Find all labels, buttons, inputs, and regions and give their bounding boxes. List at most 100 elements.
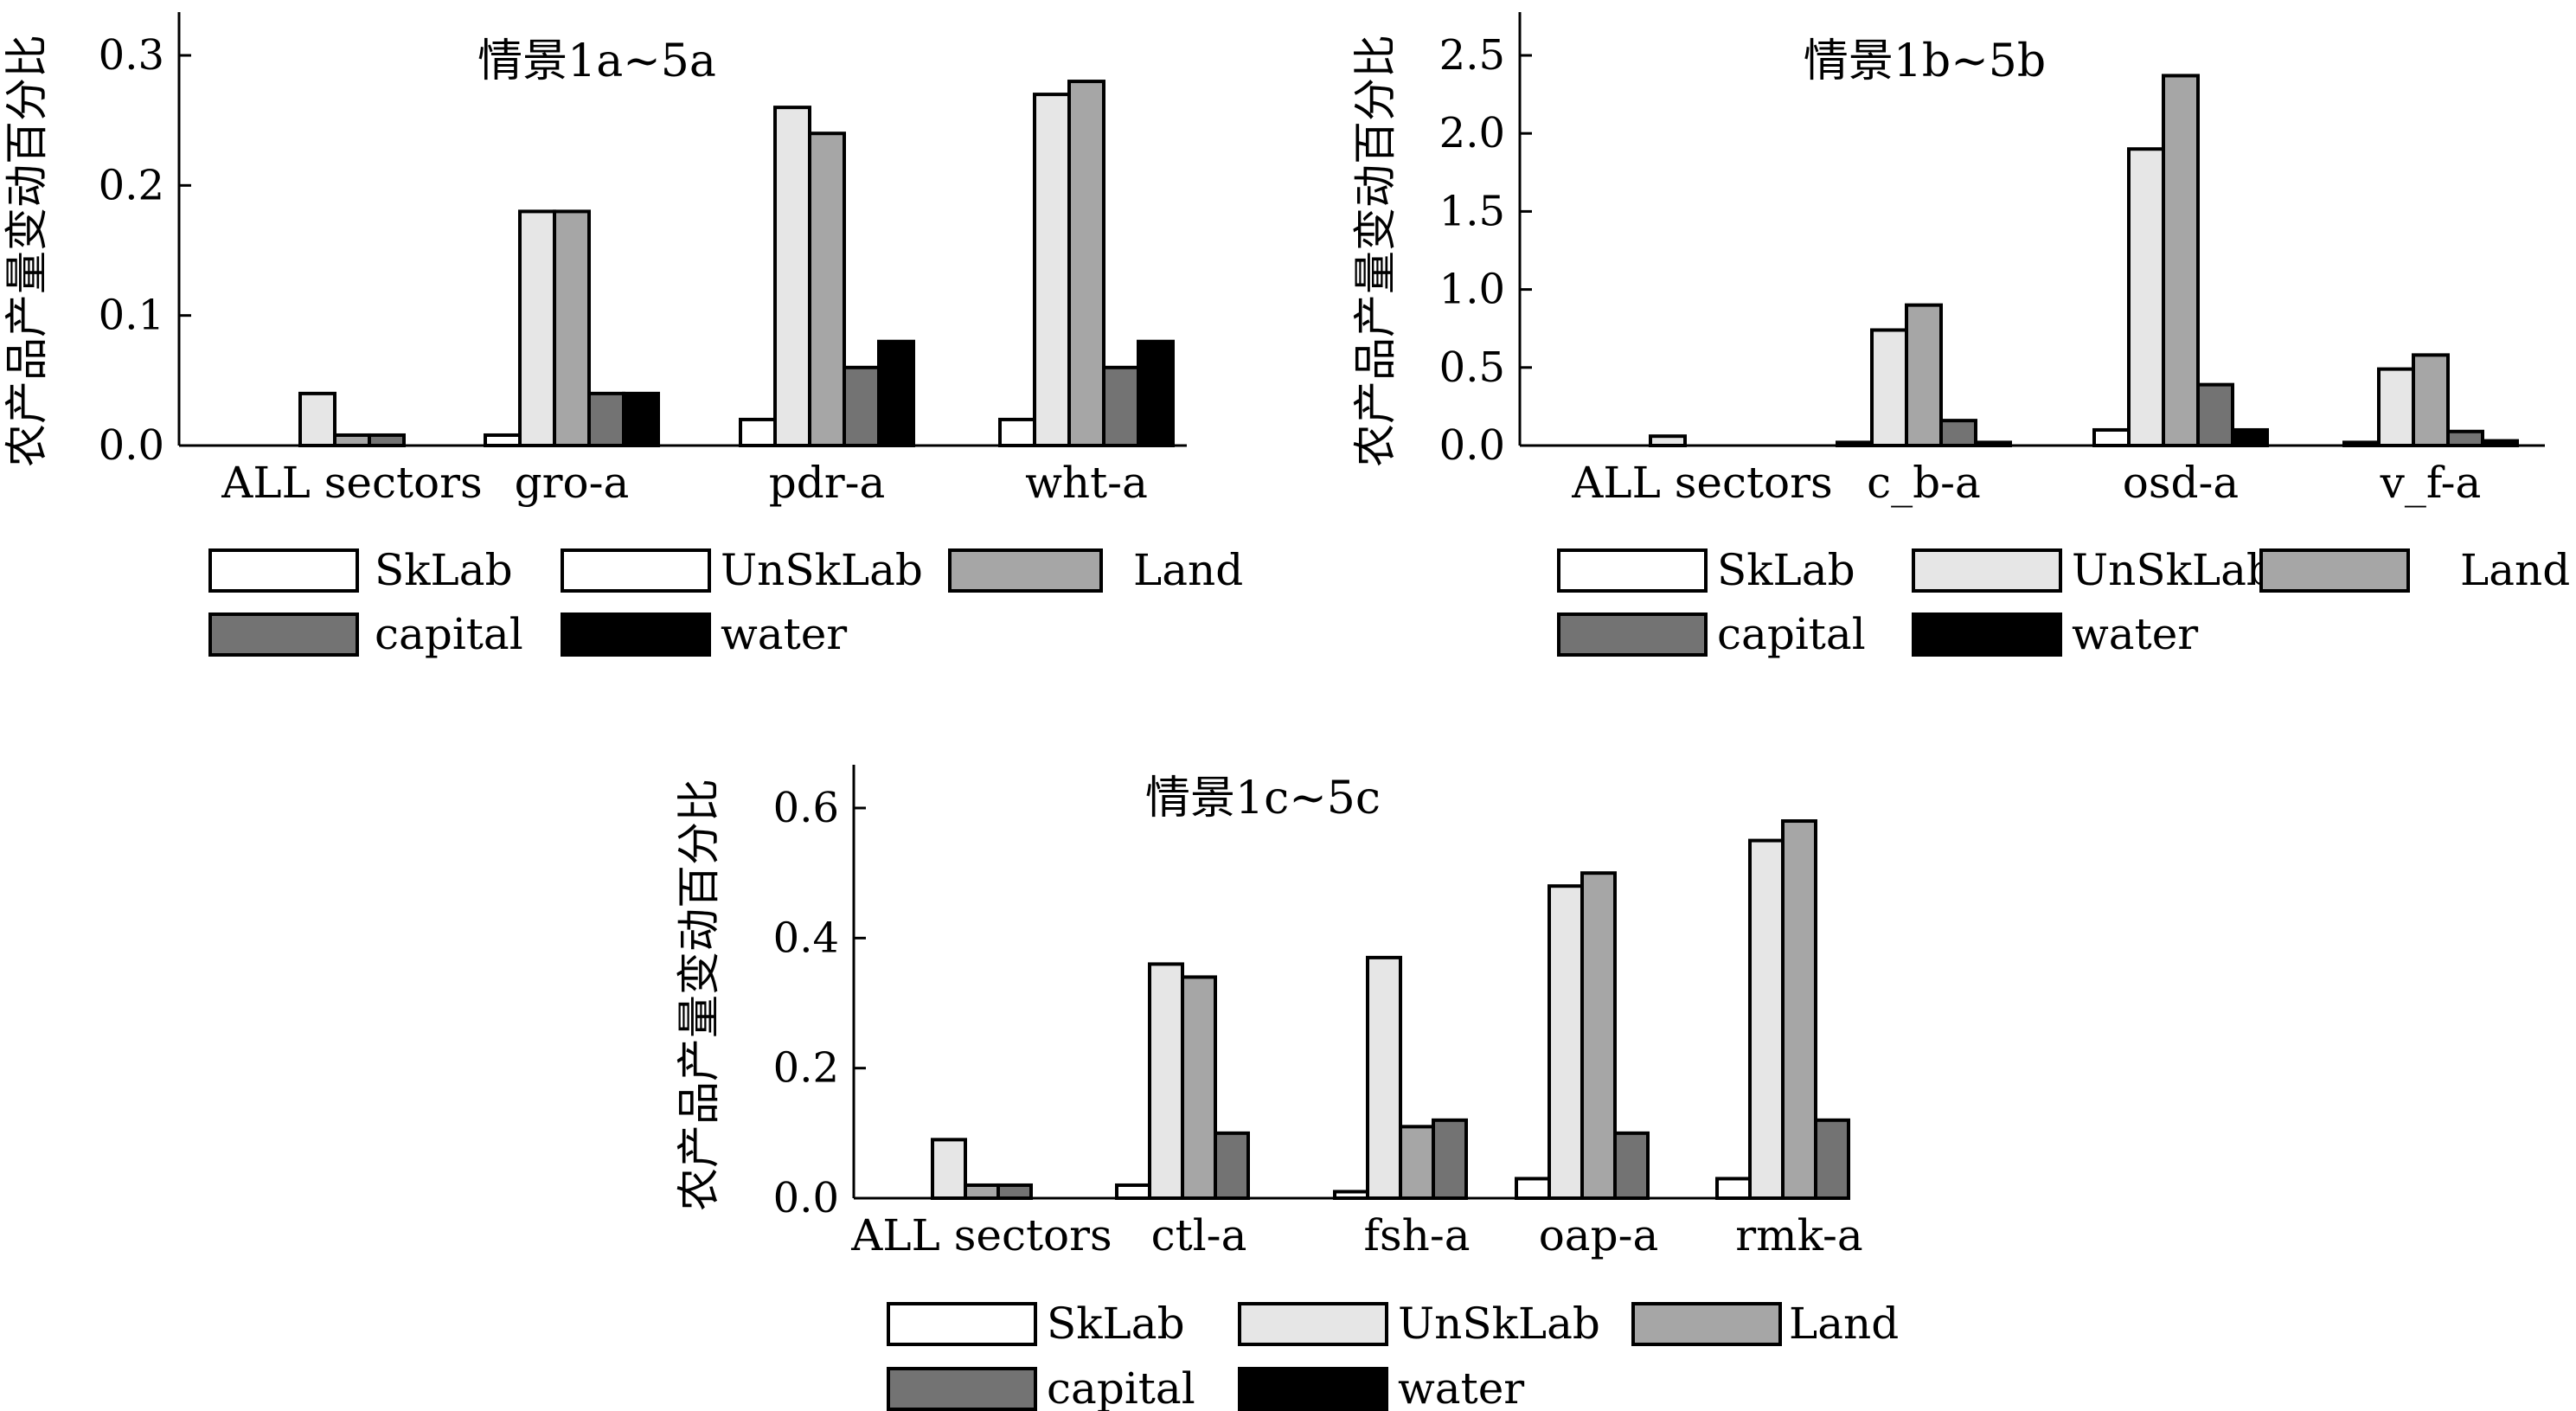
bar-sklab-pdr-a (739, 417, 777, 447)
y-tick-label: 0.4 (773, 914, 839, 962)
bar-water-c_b-a (1974, 440, 2012, 447)
category-label: ALL sectors (221, 458, 482, 508)
legend-swatch-land (1631, 1302, 1782, 1346)
legend: SkLab UnSkLab Land capital water (887, 1299, 1899, 1411)
y-tick-label: 0.0 (1439, 421, 1505, 470)
y-tick-label: 0.6 (773, 784, 839, 832)
bar-unsklab-gro-a (518, 209, 556, 447)
y-tick-label: 0.0 (99, 421, 164, 470)
bar-unsklab-fsh-a (1366, 955, 1402, 1200)
bar-water-gro-a (622, 391, 660, 448)
legend-swatch-capital (208, 613, 359, 657)
chart-panel-1: 0.0 0.1 0.2 0.3 ALL sectors gro-a pdr-a wht-a 情景… (2, 12, 1243, 659)
bar-land-fsh-a (1399, 1125, 1435, 1200)
legend-label-land: Land (1789, 1299, 1899, 1349)
y-tick-label: 0.2 (773, 1044, 839, 1093)
category-label: fsh-a (1363, 1210, 1470, 1260)
bar-unsklab-all-sectors (931, 1138, 967, 1200)
bar-sklab-ctl-a (1115, 1183, 1151, 1201)
chart-panel-3: 0.0 0.2 0.4 0.6 ALL sectors ctl-a fsh-a oap-a rm… (674, 765, 1899, 1411)
y-tick-label: 2.0 (1439, 109, 1505, 157)
category-label: wht-a (1025, 458, 1148, 508)
bar-land-all-sectors (333, 433, 371, 447)
chart-panel-2: 0.0 0.5 1.0 1.5 2.0 2.5 ALL sectors c_b-a osd-a v… (1350, 12, 2570, 659)
category-label: rmk-a (1735, 1210, 1862, 1260)
legend-label-water: water (1398, 1363, 1524, 1411)
y-tick-label: 0.5 (1439, 343, 1505, 392)
bar-capital-c_b-a (1939, 419, 1977, 447)
bar-capital-oap-a (1613, 1131, 1650, 1201)
legend-label-sklab: SkLab (1717, 545, 1855, 595)
bar-unsklab-ctl-a (1148, 962, 1184, 1201)
bar-sklab-gro-a (484, 433, 522, 447)
legend-swatch-land (948, 548, 1103, 593)
legend-label-unsklab: UnSkLab (2072, 545, 2274, 595)
category-label: ALL sectors (850, 1210, 1112, 1260)
legend-label-sklab: SkLab (375, 545, 513, 595)
bar-sklab-wht-a (998, 417, 1036, 447)
bar-land-wht-a (1067, 80, 1105, 447)
legend-label-land: Land (1133, 545, 1243, 595)
legend-swatch-sklab (208, 548, 359, 593)
y-tick-label: 2.5 (1439, 31, 1505, 80)
bar-sklab-osd-a (2092, 427, 2131, 447)
bar-sklab-c_b-a (1836, 440, 1874, 447)
legend-swatch-capital (1557, 613, 1708, 657)
legend: SkLab UnSkLab Land capital water (1557, 545, 2570, 659)
bar-water-wht-a (1137, 339, 1175, 448)
bar-sklab-v_f-a (2342, 440, 2381, 447)
panel-title: 情景1b~5b (1804, 35, 2046, 87)
bar-land-ctl-a (1181, 975, 1217, 1201)
bar-sklab-fsh-a (1333, 1190, 1369, 1200)
y-axis-title: 农产品产量变动百分比 (674, 779, 724, 1211)
panel-title: 情景1a~5a (477, 35, 716, 87)
bar-unsklab-all-sectors (1649, 434, 1687, 447)
bar-capital-all-sectors (996, 1183, 1033, 1201)
legend-swatch-unsklab (1238, 1302, 1388, 1346)
bar-land-pdr-a (808, 131, 846, 447)
category-label: v_f-a (2380, 458, 2482, 508)
legend-label-unsklab: UnSkLab (721, 545, 923, 595)
bar-unsklab-pdr-a (773, 106, 811, 447)
bar-unsklab-osd-a (2127, 147, 2165, 448)
panel-title: 情景1c~5c (1145, 773, 1381, 824)
bar-land-v_f-a (2412, 353, 2450, 448)
category-label: ctl-a (1151, 1210, 1247, 1260)
y-tick-label: 0.0 (773, 1174, 839, 1222)
y-tick-label: 1.5 (1439, 187, 1505, 235)
y-tick-label: 0.2 (99, 161, 164, 209)
legend-swatch-water (1238, 1367, 1388, 1411)
legend-swatch-sklab (887, 1302, 1037, 1346)
legend-swatch-water (1912, 613, 2062, 657)
bar-capital-rmk-a (1814, 1118, 1850, 1201)
category-label: ALL sectors (1571, 458, 1832, 508)
bar-sklab-oap-a (1515, 1177, 1551, 1200)
bar-capital-wht-a (1102, 365, 1140, 447)
category-label: c_b-a (1867, 458, 1981, 508)
bar-water-v_f-a (2481, 439, 2519, 448)
legend-swatch-water (561, 613, 711, 657)
legend-label-land: Land (2460, 545, 2570, 595)
bar-unsklab-v_f-a (2377, 367, 2415, 448)
bar-capital-pdr-a (843, 365, 881, 447)
bar-unsklab-oap-a (1548, 884, 1584, 1200)
bar-water-pdr-a (877, 339, 915, 448)
legend-label-water: water (2072, 609, 2198, 659)
bar-land-gro-a (553, 209, 591, 447)
category-label: pdr-a (769, 458, 886, 508)
bar-capital-v_f-a (2446, 429, 2484, 448)
category-label: gro-a (515, 458, 630, 508)
bar-unsklab-c_b-a (1870, 328, 1908, 447)
category-label: oap-a (1539, 1210, 1659, 1260)
y-axis-title: 农产品产量变动百分比 (2, 35, 52, 467)
bar-land-c_b-a (1905, 303, 1943, 448)
legend-label-capital: capital (1717, 609, 1866, 659)
bar-unsklab-rmk-a (1748, 838, 1785, 1200)
legend-label-water: water (721, 609, 847, 659)
legend-swatch-unsklab (1912, 548, 2062, 593)
bar-land-osd-a (2162, 74, 2200, 448)
bar-capital-fsh-a (1432, 1118, 1468, 1201)
bar-water-osd-a (2231, 427, 2269, 447)
bar-capital-gro-a (587, 391, 625, 448)
